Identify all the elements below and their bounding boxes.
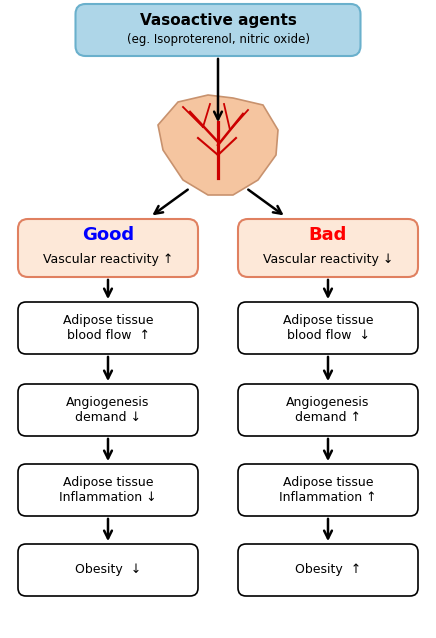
Text: Angiogenesis
demand ↑: Angiogenesis demand ↑ <box>286 396 370 424</box>
FancyBboxPatch shape <box>238 219 418 277</box>
FancyBboxPatch shape <box>238 384 418 436</box>
Text: (eg. Isoproterenol, nitric oxide): (eg. Isoproterenol, nitric oxide) <box>126 34 310 47</box>
Text: Vascular reactivity ↓: Vascular reactivity ↓ <box>263 253 393 267</box>
Text: Obesity  ↓: Obesity ↓ <box>75 563 141 577</box>
Text: Adipose tissue
Inflammation ↑: Adipose tissue Inflammation ↑ <box>279 476 377 504</box>
Text: Good: Good <box>82 226 134 244</box>
FancyBboxPatch shape <box>18 219 198 277</box>
FancyBboxPatch shape <box>238 464 418 516</box>
Text: Obesity  ↑: Obesity ↑ <box>295 563 361 577</box>
Text: Bad: Bad <box>309 226 347 244</box>
Polygon shape <box>158 95 278 195</box>
FancyBboxPatch shape <box>75 4 361 56</box>
FancyBboxPatch shape <box>18 544 198 596</box>
Text: Angiogenesis
demand ↓: Angiogenesis demand ↓ <box>66 396 150 424</box>
FancyBboxPatch shape <box>238 302 418 354</box>
FancyBboxPatch shape <box>18 384 198 436</box>
FancyBboxPatch shape <box>238 544 418 596</box>
FancyBboxPatch shape <box>18 302 198 354</box>
Text: Adipose tissue
Inflammation ↓: Adipose tissue Inflammation ↓ <box>59 476 157 504</box>
Text: Vasoactive agents: Vasoactive agents <box>140 13 296 29</box>
Text: Vascular reactivity ↑: Vascular reactivity ↑ <box>43 253 173 267</box>
Text: Adipose tissue
blood flow  ↓: Adipose tissue blood flow ↓ <box>283 314 373 342</box>
FancyBboxPatch shape <box>18 464 198 516</box>
Text: Adipose tissue
blood flow  ↑: Adipose tissue blood flow ↑ <box>63 314 153 342</box>
